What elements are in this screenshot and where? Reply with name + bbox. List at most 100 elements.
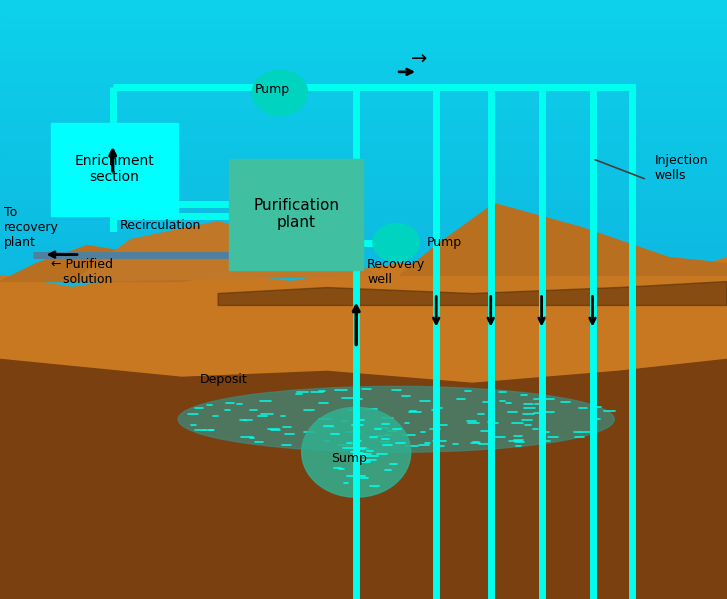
Bar: [0, 247, 727, 250]
Bar: [0, 288, 727, 335]
Bar: [0, 270, 727, 273]
Bar: [0, 209, 727, 213]
Text: Purification
plant: Purification plant: [253, 198, 340, 231]
Bar: [0, 207, 727, 210]
Bar: [0, 267, 727, 270]
Bar: [0, 11, 727, 14]
Bar: [0, 74, 727, 78]
Bar: [0, 166, 727, 170]
Bar: [0, 86, 727, 89]
Bar: [0, 235, 727, 238]
Bar: [0, 195, 727, 198]
Bar: [0, 100, 727, 104]
Bar: [0, 0, 727, 3]
Bar: [0, 223, 727, 227]
Bar: [0, 106, 727, 109]
Bar: [0, 108, 727, 112]
Bar: [0, 49, 727, 52]
Bar: [0, 241, 727, 244]
Polygon shape: [0, 246, 218, 282]
Polygon shape: [218, 282, 727, 305]
Bar: [0, 304, 727, 331]
Bar: [0, 255, 727, 259]
Bar: [0, 34, 727, 37]
Bar: [0, 37, 727, 40]
Bar: [0, 300, 727, 331]
Bar: [0, 169, 727, 173]
Bar: [0, 316, 727, 331]
Bar: [0, 292, 727, 330]
Bar: [0, 180, 727, 184]
Circle shape: [302, 407, 411, 497]
Bar: [0, 80, 727, 83]
Bar: [0, 204, 727, 207]
Text: Recovery
well: Recovery well: [367, 258, 425, 286]
Bar: [0, 60, 727, 63]
Bar: [0, 229, 727, 233]
Bar: [0, 295, 727, 331]
Bar: [0, 221, 727, 224]
Text: Sump: Sump: [331, 452, 367, 465]
Bar: [0, 43, 727, 46]
Bar: [0, 215, 727, 219]
Bar: [0, 238, 727, 241]
Bar: [0, 149, 727, 152]
Text: ← Purified
   solution: ← Purified solution: [51, 258, 113, 286]
Bar: [0, 261, 727, 265]
Text: Deposit: Deposit: [200, 373, 248, 386]
Bar: [0, 252, 727, 256]
Bar: [0, 89, 727, 92]
Bar: [0, 28, 727, 32]
Polygon shape: [0, 252, 727, 599]
Bar: [0, 137, 727, 141]
Bar: [0, 183, 727, 187]
Bar: [0, 68, 727, 72]
Bar: [0, 323, 727, 332]
Bar: [0, 129, 727, 132]
Bar: [0, 309, 727, 331]
Bar: [0, 321, 727, 332]
Bar: [0, 284, 727, 288]
Bar: [229, 159, 364, 270]
Bar: [0, 319, 727, 332]
Text: Injection
wells: Injection wells: [654, 154, 708, 181]
Bar: [0, 232, 727, 236]
Bar: [0, 311, 727, 331]
Bar: [0, 117, 727, 121]
Polygon shape: [400, 204, 727, 276]
Bar: [0, 65, 727, 69]
Text: Pump: Pump: [427, 236, 462, 249]
Text: To
recovery
plant: To recovery plant: [4, 205, 58, 249]
Bar: [0, 276, 727, 279]
Circle shape: [252, 70, 308, 116]
Bar: [0, 297, 727, 331]
Bar: [0, 178, 727, 181]
Ellipse shape: [178, 386, 614, 452]
Bar: [0, 135, 727, 138]
Bar: [0, 186, 727, 190]
Bar: [0, 123, 727, 126]
Bar: [0, 172, 727, 176]
Bar: [0, 175, 727, 179]
Bar: [0, 92, 727, 95]
Bar: [0, 218, 727, 222]
Text: →: →: [411, 50, 427, 69]
Bar: [0, 331, 727, 332]
Bar: [0, 273, 727, 276]
Bar: [0, 40, 727, 43]
Polygon shape: [73, 222, 378, 282]
Bar: [0, 77, 727, 80]
Bar: [0, 120, 727, 123]
Circle shape: [373, 223, 419, 262]
Bar: [0, 31, 727, 35]
Bar: [0, 5, 727, 8]
Bar: [0, 126, 727, 129]
Bar: [0, 279, 727, 282]
Bar: [0, 212, 727, 216]
Bar: [0, 111, 727, 115]
Bar: [0, 161, 727, 164]
Bar: [0, 2, 727, 6]
Bar: [0, 83, 727, 86]
Bar: [0, 290, 727, 330]
Bar: [0, 332, 727, 333]
